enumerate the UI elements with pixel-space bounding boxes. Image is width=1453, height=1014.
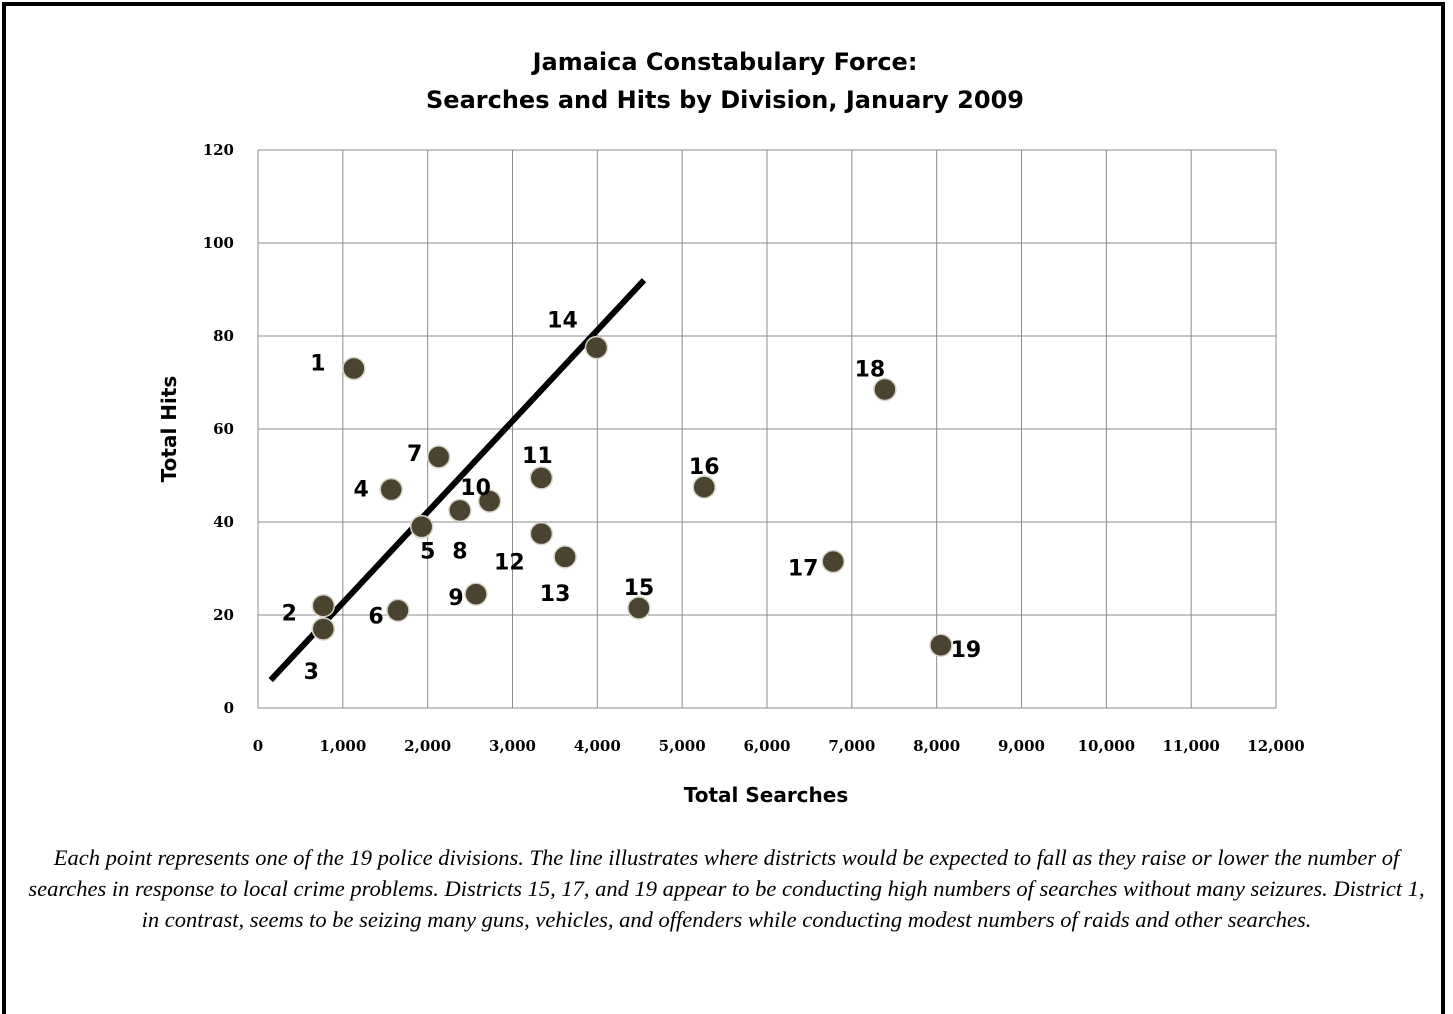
y-tick-label: 20: [213, 606, 234, 624]
data-point-4: [379, 477, 403, 502]
data-point-1: [342, 356, 366, 381]
data-point-2: [311, 593, 336, 618]
data-point-6: [386, 598, 410, 623]
point-label-13: 13: [540, 582, 571, 607]
data-point-8: [448, 498, 472, 523]
point-label-18: 18: [855, 357, 886, 382]
chart-title-line-2: Searches and Hits by Division, January 2…: [426, 86, 1024, 114]
point-label-11: 11: [522, 444, 553, 469]
point-label-10: 10: [460, 476, 491, 501]
point-label-1: 1: [310, 352, 325, 377]
point-label-3: 3: [304, 660, 319, 685]
x-axis-label: Total Searches: [684, 783, 849, 807]
x-tick-label: 7,000: [828, 737, 875, 755]
data-point-13: [553, 545, 577, 569]
data-point-11: [529, 466, 554, 490]
point-label-14: 14: [547, 309, 578, 334]
x-tick-label: 5,000: [659, 737, 706, 755]
point-label-4: 4: [354, 477, 369, 502]
x-tick-label: 6,000: [744, 737, 791, 755]
y-tick-label: 100: [203, 234, 234, 252]
y-tick-labels: 0 20 40 60 80 100 120: [203, 141, 234, 717]
grid: [257, 149, 1277, 709]
y-tick-label: 120: [203, 141, 234, 159]
x-tick-label: 0: [253, 737, 263, 755]
point-label-7: 7: [407, 442, 422, 467]
chart-title-line-1: Jamaica Constabulary Force:: [531, 48, 918, 76]
scatter-chart: 0 1,000 2,000 3,000 4,000 5,000 6,000 7,000 8,00…: [157, 48, 1305, 807]
data-point-19: [929, 633, 953, 657]
data-point-14: [584, 335, 609, 360]
data-point-18: [873, 377, 897, 402]
x-tick-label: 4,000: [574, 737, 621, 755]
point-label-2: 2: [282, 602, 297, 627]
x-tick-label: 12,000: [1247, 737, 1304, 755]
x-tick-label: 1,000: [319, 737, 366, 755]
x-tick-label: 9,000: [998, 737, 1045, 755]
plot-area: [257, 149, 1277, 709]
point-label-16: 16: [689, 455, 720, 480]
x-tick-labels: 0 1,000 2,000 3,000 4,000 5,000 6,000 7,000 8,00…: [253, 737, 1305, 755]
x-tick-label: 8,000: [913, 737, 960, 755]
point-label-8: 8: [452, 539, 467, 564]
data-point-12: [529, 521, 554, 546]
point-label-15: 15: [624, 576, 655, 601]
point-label-17: 17: [788, 557, 819, 582]
data-point-10: [477, 489, 502, 513]
data-points: [311, 335, 953, 657]
point-label-9: 9: [448, 586, 463, 611]
point-label-12: 12: [494, 551, 525, 576]
x-tick-label: 10,000: [1078, 737, 1135, 755]
point-label-19: 19: [951, 638, 982, 663]
data-point-17: [821, 549, 845, 574]
data-point-9: [464, 582, 488, 606]
x-tick-label: 3,000: [489, 737, 536, 755]
figure-caption: Each point represents one of the 19 poli…: [28, 845, 1425, 932]
y-tick-label: 40: [213, 513, 234, 531]
x-tick-label: 11,000: [1162, 737, 1219, 755]
data-point-3: [311, 617, 336, 641]
x-tick-label: 2,000: [404, 737, 451, 755]
y-tick-label: 0: [224, 699, 234, 717]
point-label-5: 5: [420, 540, 435, 565]
y-tick-label: 60: [213, 420, 234, 438]
y-tick-label: 80: [213, 327, 234, 345]
trend-line: [268, 278, 647, 683]
data-point-15: [627, 596, 651, 620]
data-point-16: [692, 475, 716, 499]
point-label-6: 6: [368, 604, 383, 629]
data-point-7: [426, 445, 451, 469]
y-axis-label: Total Hits: [157, 376, 181, 483]
data-point-5: [409, 514, 434, 539]
